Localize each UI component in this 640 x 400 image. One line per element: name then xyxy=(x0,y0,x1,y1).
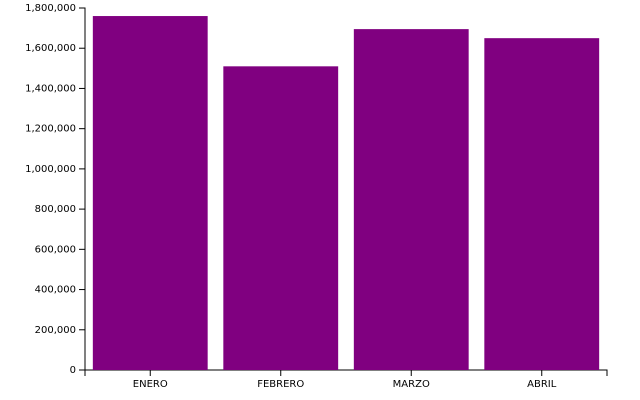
y-tick-label: 0 xyxy=(70,365,76,376)
bar xyxy=(484,38,600,371)
bar xyxy=(223,66,339,371)
y-tick-label: 800,000 xyxy=(35,204,76,215)
y-tick-label: 200,000 xyxy=(35,325,76,336)
y-tick-label: 1,200,000 xyxy=(25,124,76,135)
x-tick-label: MARZO xyxy=(393,379,430,390)
y-tick-label: 1,600,000 xyxy=(25,43,76,54)
x-tick-label: FEBRERO xyxy=(257,379,304,390)
bar xyxy=(92,16,208,371)
bar xyxy=(353,29,469,370)
x-tick-label: ENERO xyxy=(133,379,168,390)
y-tick-label: 600,000 xyxy=(35,244,76,255)
y-axis xyxy=(79,7,86,371)
y-tick-label: 1,000,000 xyxy=(25,164,76,175)
x-tick-label: ABRIL xyxy=(527,379,557,390)
y-tick-label: 1,400,000 xyxy=(25,83,76,94)
y-tick-label: 400,000 xyxy=(35,285,76,296)
y-tick-label: 1,800,000 xyxy=(25,3,76,14)
x-axis xyxy=(84,369,608,376)
